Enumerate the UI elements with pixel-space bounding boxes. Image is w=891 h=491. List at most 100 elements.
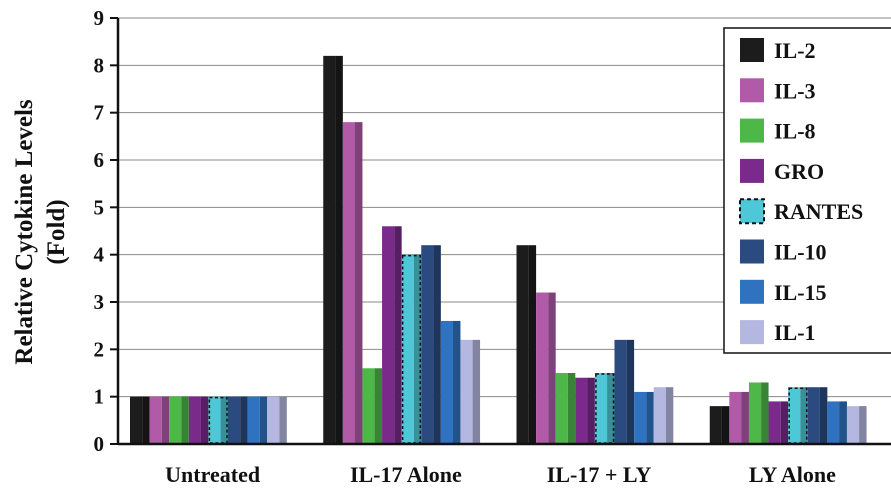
bar-side xyxy=(646,391,654,444)
bar-il-3-1 xyxy=(149,396,170,444)
legend-swatch xyxy=(740,158,764,183)
legend-label: IL-3 xyxy=(774,78,816,103)
y-tick-label: 4 xyxy=(94,243,105,267)
bar-front xyxy=(846,406,860,444)
bar-front xyxy=(614,339,627,444)
bar-side xyxy=(142,396,150,444)
bar-il-15-1 xyxy=(247,396,268,444)
bar-il-2-3 xyxy=(516,245,537,444)
bar-front xyxy=(421,245,434,444)
bar-il-3-3 xyxy=(536,292,556,444)
bar-il-10-4 xyxy=(807,387,828,444)
bar-side xyxy=(374,368,383,444)
bar-front xyxy=(460,339,473,444)
legend-label: IL-15 xyxy=(774,280,827,305)
y-tick-label: 8 xyxy=(94,53,105,77)
legend-item: IL-1 xyxy=(740,320,816,345)
legend-label: IL-2 xyxy=(774,38,816,63)
bar-dashed-outline xyxy=(401,254,421,444)
bar-rantes-2 xyxy=(401,254,422,444)
bar-front xyxy=(401,254,414,444)
bar-front xyxy=(555,373,568,444)
bar-il-8-3 xyxy=(555,373,576,444)
x-tick-label: IL-17 Alone xyxy=(350,462,462,487)
y-tick-label: 1 xyxy=(94,385,105,409)
legend-label: RANTES xyxy=(774,199,863,224)
bar-il-10-3 xyxy=(614,339,635,444)
bar-il-1-4 xyxy=(846,406,867,444)
x-tick-label: Untreated xyxy=(165,462,260,487)
bar-front xyxy=(536,292,549,444)
y-tick-label: 9 xyxy=(94,6,105,30)
y-tick-labels: 0 1 2 3 4 5 6 7 8 9 xyxy=(94,6,118,456)
bar-il-2-4 xyxy=(709,406,730,444)
bar-side xyxy=(721,406,730,444)
bar-front xyxy=(729,391,742,444)
bar-il-1-2 xyxy=(460,339,481,444)
legend-swatch xyxy=(740,78,764,103)
bar-rantes-1 xyxy=(208,396,228,444)
legend-swatch xyxy=(740,118,764,143)
bar-front xyxy=(228,396,241,444)
bar-side xyxy=(433,245,441,444)
bar-side xyxy=(394,226,402,444)
bar-side xyxy=(741,391,749,444)
legend-label: IL-8 xyxy=(774,119,816,144)
bar-side xyxy=(780,401,789,444)
bar-side xyxy=(413,254,422,444)
bar-il-15-4 xyxy=(827,401,847,444)
bar-front xyxy=(342,122,356,444)
bar-il-15-2 xyxy=(440,320,461,444)
legend-label: GRO xyxy=(774,159,824,184)
y-tick-label: 0 xyxy=(94,432,105,456)
legend-item: GRO xyxy=(740,158,824,184)
bar-front xyxy=(362,368,375,444)
bar-il-1-3 xyxy=(653,387,674,444)
bar-side xyxy=(761,382,769,444)
bar-il-2-2 xyxy=(323,55,343,444)
bar-front xyxy=(382,226,395,444)
y-tick-label: 5 xyxy=(94,195,105,219)
bar-side xyxy=(819,387,828,444)
bar-side xyxy=(587,377,595,444)
legend-label: IL-1 xyxy=(774,320,816,345)
bar-front xyxy=(247,396,260,444)
bar-side xyxy=(220,396,228,444)
gridlines xyxy=(118,17,891,398)
bar-front xyxy=(208,396,221,444)
bar-gro-4 xyxy=(768,401,789,444)
y-tick-label: 6 xyxy=(94,148,105,172)
bar-front xyxy=(748,382,762,444)
bar-side xyxy=(839,401,847,444)
bar-side xyxy=(279,396,287,444)
bar-il-10-1 xyxy=(228,396,248,444)
bar-side xyxy=(567,373,576,444)
legend-label: IL-10 xyxy=(774,240,827,265)
y-axis-label-line2: (Fold) xyxy=(43,199,70,264)
legend-item: IL-10 xyxy=(740,239,827,265)
y-axis-label: Relative Cytokine Levels (Fold) xyxy=(11,99,70,365)
axes xyxy=(116,18,891,446)
bar-il-15-3 xyxy=(634,391,654,444)
bar-gro-2 xyxy=(382,226,402,444)
bar-front xyxy=(788,387,801,444)
bar-front xyxy=(149,396,162,444)
bar-side xyxy=(453,320,461,444)
bar-side xyxy=(355,122,363,444)
bar-front xyxy=(594,373,608,444)
legend-swatch xyxy=(739,198,765,225)
legend-swatch xyxy=(740,239,764,264)
bar-dashed-outline xyxy=(788,387,808,444)
y-axis-label-line1: Relative Cytokine Levels xyxy=(11,99,38,365)
bar-front xyxy=(575,377,588,444)
legend-swatch xyxy=(740,279,764,304)
bar-il-3-2 xyxy=(342,122,363,444)
y-tick-label: 2 xyxy=(94,337,105,361)
bar-front xyxy=(653,387,666,444)
bar-side xyxy=(335,55,343,444)
bar-side xyxy=(181,396,189,444)
bar-side xyxy=(665,387,674,444)
bar-front xyxy=(323,55,336,444)
bar-front xyxy=(709,406,722,444)
